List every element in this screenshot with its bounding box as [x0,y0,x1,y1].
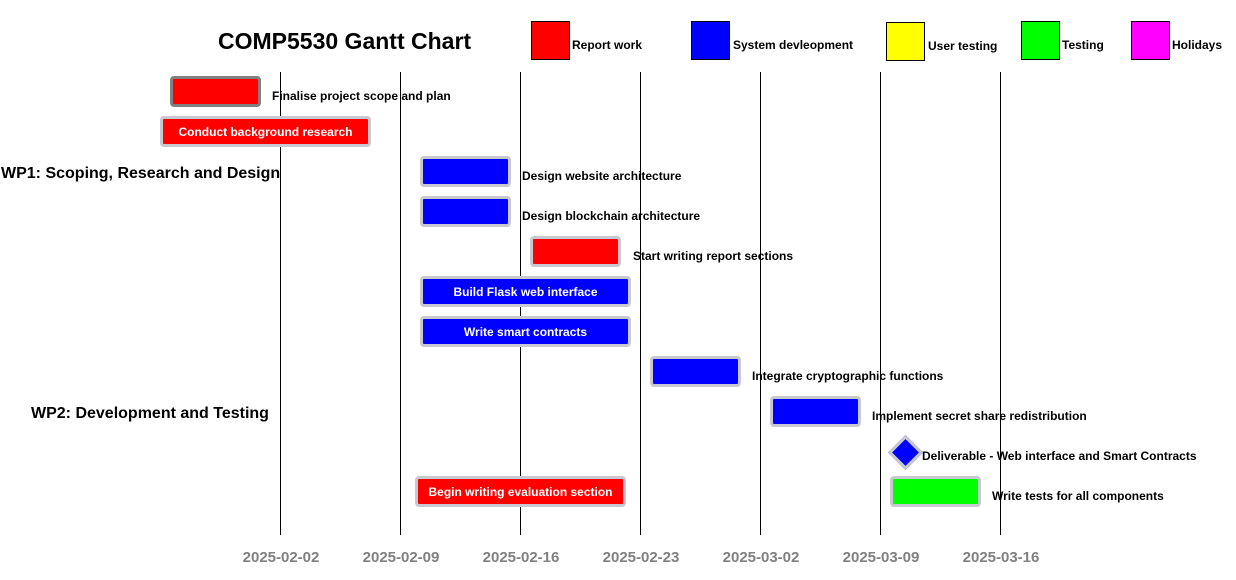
task-label: Write tests for all components [992,489,1164,503]
task-label: Build Flask web interface [453,284,598,299]
task-label: Start writing report sections [633,249,794,263]
task-bar [170,76,261,107]
legend-swatch-system-development [691,21,730,60]
legend-label-user-testing: User testing [928,39,998,53]
task-label: Write smart contracts [463,324,588,339]
task-label: Deliverable - Web interface and Smart Co… [922,449,1197,463]
gridline [400,72,401,535]
task-bar [650,356,741,387]
legend-swatch-report-work [531,21,570,60]
legend-label-report-work: Report work [572,38,643,52]
legend-swatch-testing [1021,21,1060,60]
task-bar: Conduct background research [160,116,371,147]
task-label: Integrate cryptographic functions [752,369,944,383]
task-bar [770,396,861,427]
task-label: Finalise project scope and plan [272,89,451,103]
chart-title: COMP5530 Gantt Chart [218,28,472,54]
gridline [880,72,881,535]
task-label: Design blockchain architecture [522,209,701,223]
legend-label-testing: Testing [1062,38,1104,52]
legend-label-holidays: Holidays [1172,38,1223,52]
date-label: 2025-03-02 [722,549,800,566]
wp-label-2: WP2: Development and Testing [31,405,269,422]
wp-label-1: WP1: Scoping, Research and Design [1,165,281,182]
task-bar [890,476,981,507]
task-label: Design website architecture [522,169,682,183]
legend-swatch-holidays [1131,21,1170,60]
task-label: Begin writing evaluation section [428,484,613,499]
date-label: 2025-03-09 [842,549,920,566]
task-bar: Begin writing evaluation section [415,476,626,507]
task-bar [420,196,511,227]
gridline [640,72,641,535]
gridline [1000,72,1001,535]
task-label: Implement secret share redistribution [872,409,1087,423]
legend-label-system-development: System devleopment [733,38,854,52]
date-label: 2025-02-23 [602,549,680,566]
date-label: 2025-02-16 [482,549,560,566]
task-bar: Write smart contracts [420,316,631,347]
milestone-diamond [887,434,924,471]
task-label: Conduct background research [178,124,353,139]
date-label: 2025-02-09 [362,549,440,566]
task-bar [420,156,511,187]
legend-swatch-user-testing [886,22,925,61]
task-bar [530,236,621,267]
date-label: 2025-03-16 [962,549,1040,566]
gridline [760,72,761,535]
date-label: 2025-02-02 [242,549,320,566]
gridline [280,72,281,535]
task-bar: Build Flask web interface [420,276,631,307]
